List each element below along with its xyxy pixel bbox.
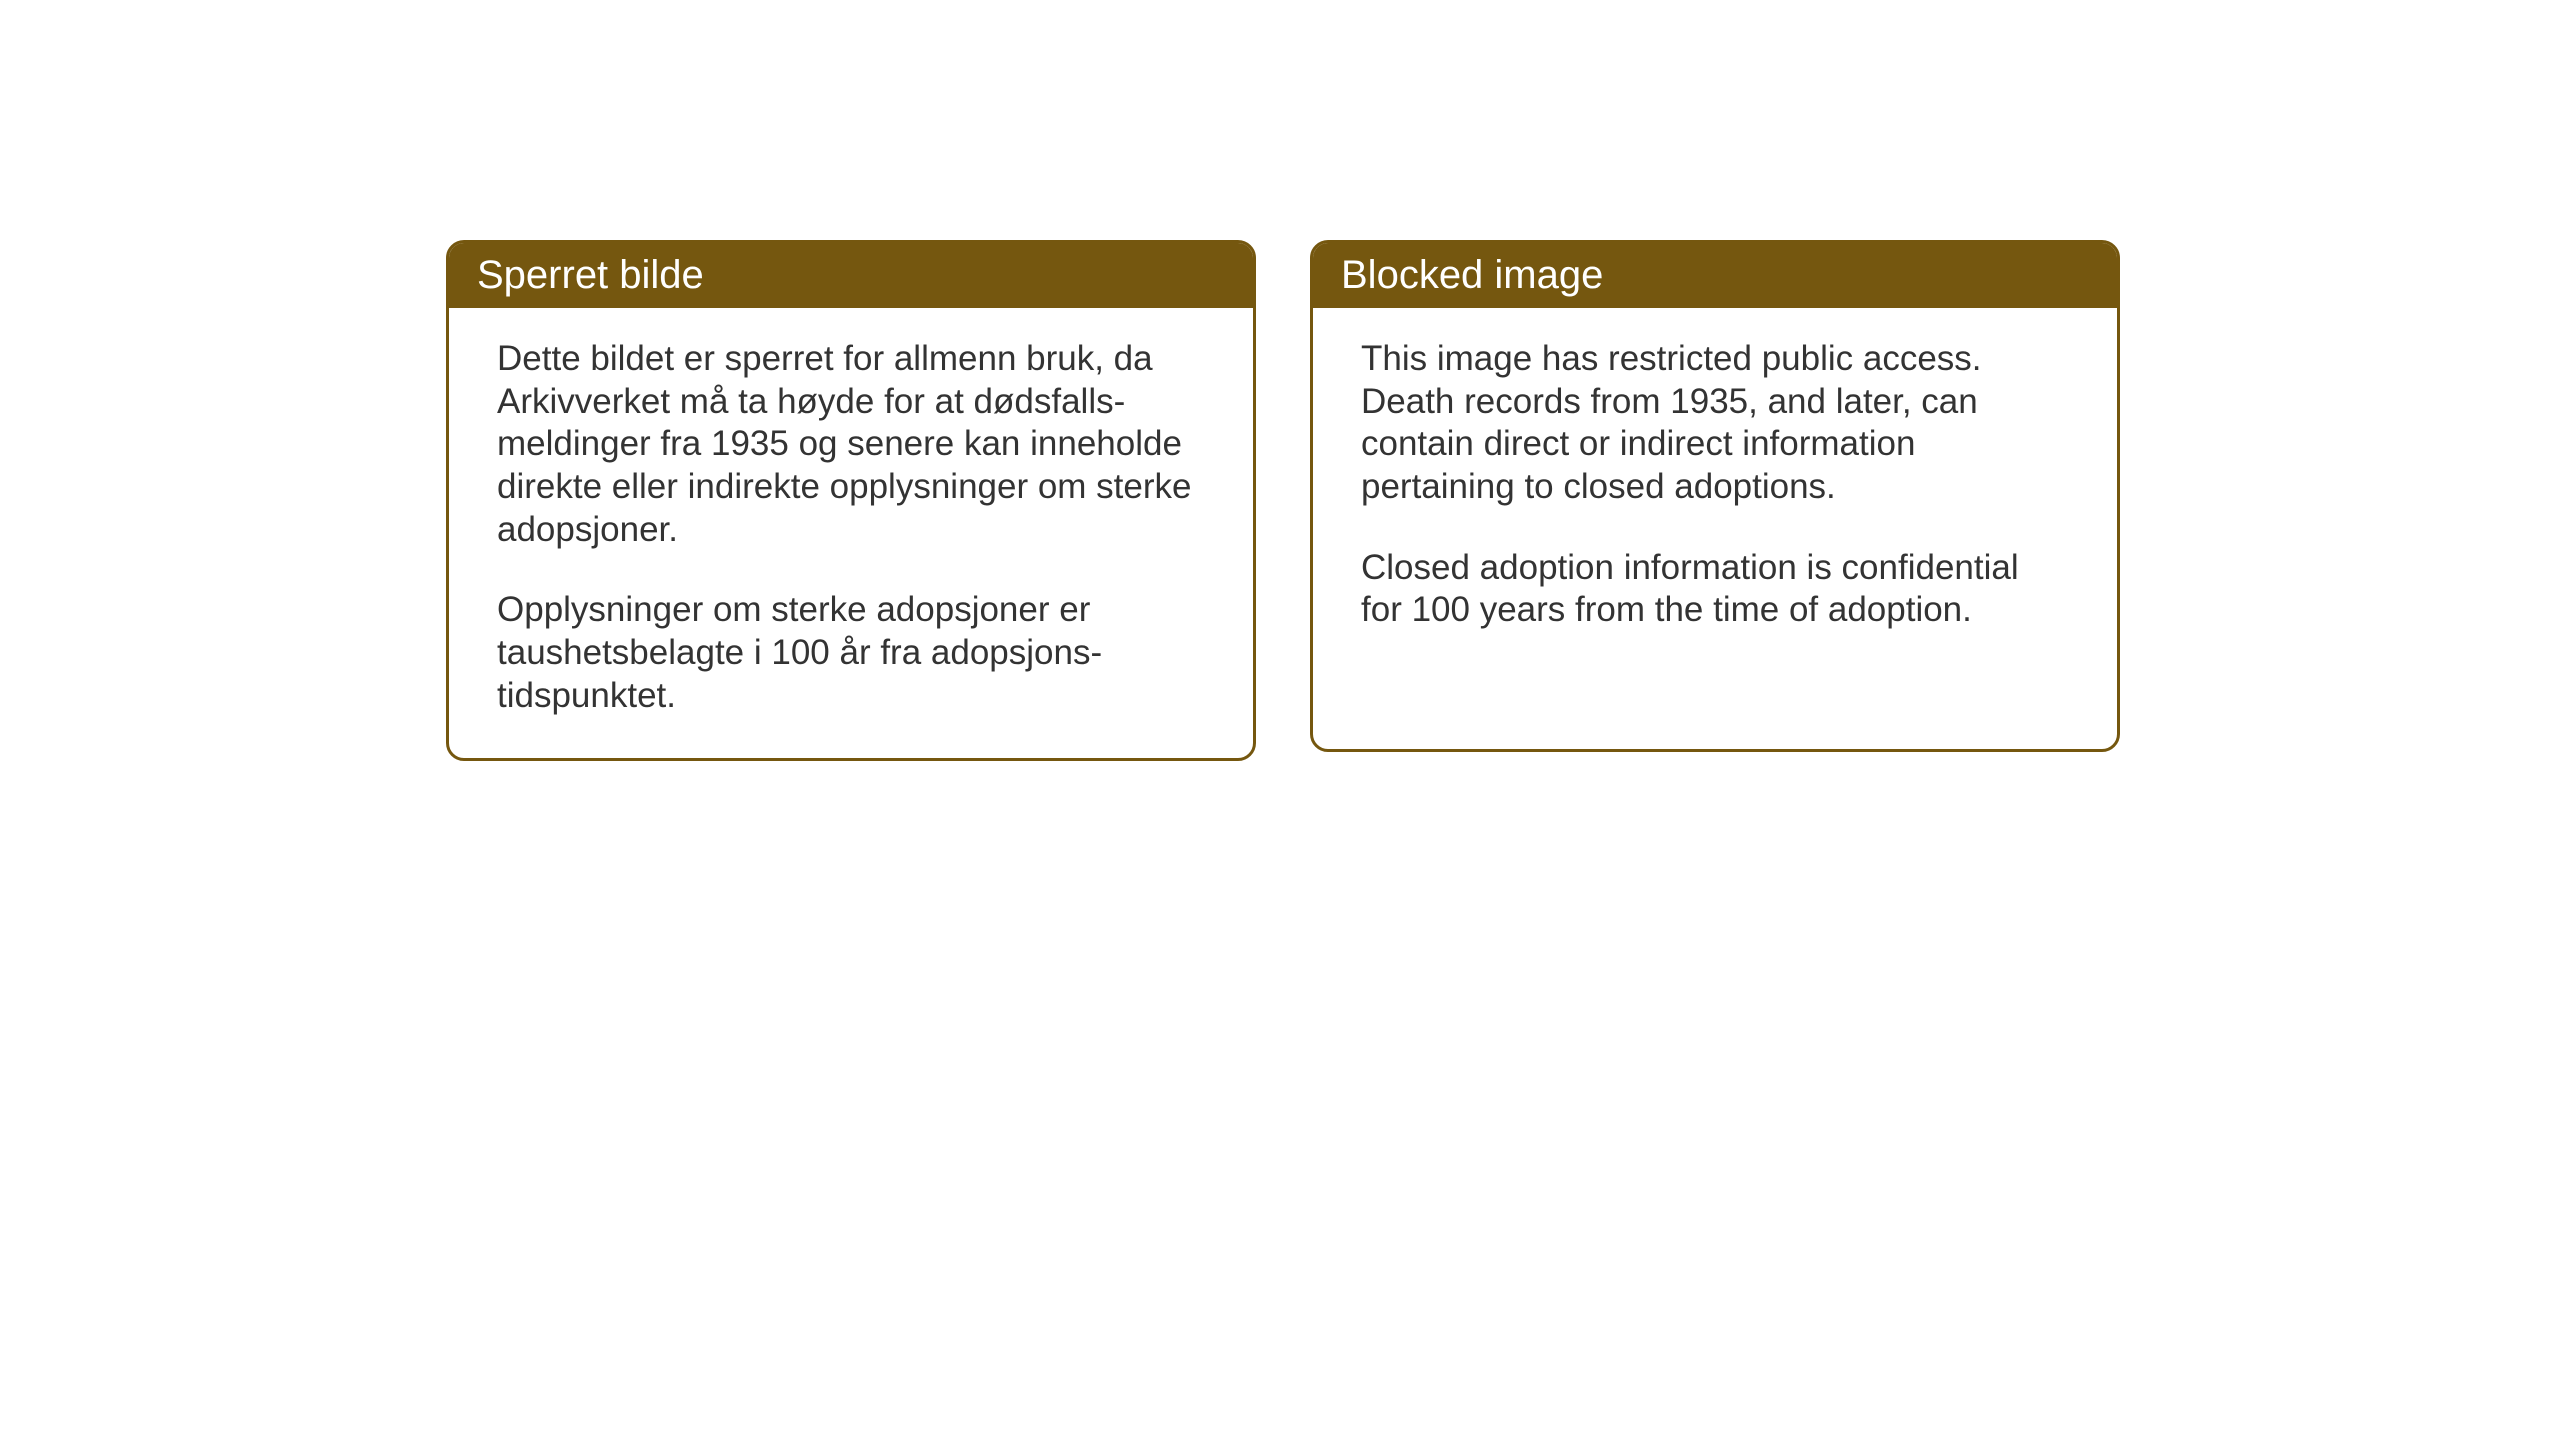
norwegian-card-body: Dette bildet er sperret for allmenn bruk…	[449, 308, 1253, 758]
english-card-title: Blocked image	[1313, 243, 2117, 308]
norwegian-card-title: Sperret bilde	[449, 243, 1253, 308]
notice-container: Sperret bilde Dette bildet er sperret fo…	[0, 0, 2560, 761]
norwegian-paragraph-2: Opplysninger om sterke adopsjoner er tau…	[497, 589, 1205, 717]
english-paragraph-2: Closed adoption information is confident…	[1361, 547, 2069, 632]
english-card-body: This image has restricted public access.…	[1313, 308, 2117, 672]
english-paragraph-1: This image has restricted public access.…	[1361, 338, 2069, 509]
norwegian-paragraph-1: Dette bildet er sperret for allmenn bruk…	[497, 338, 1205, 551]
norwegian-notice-card: Sperret bilde Dette bildet er sperret fo…	[446, 240, 1256, 761]
english-notice-card: Blocked image This image has restricted …	[1310, 240, 2120, 752]
